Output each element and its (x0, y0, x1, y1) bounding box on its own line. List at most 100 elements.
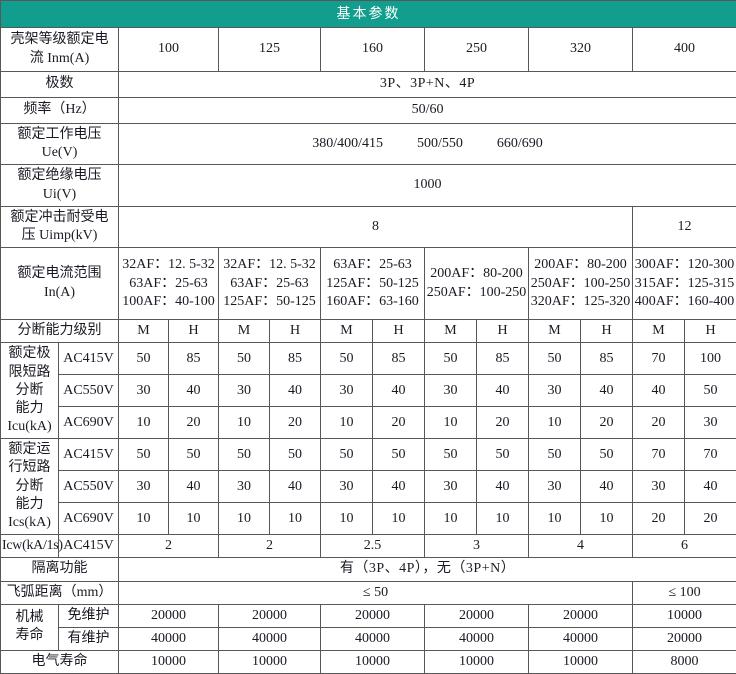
ics-ac550v-5: 30 (321, 471, 373, 503)
row-icu-ac415v: 额定极 限短路 分断 能力 Icu(kA) AC415V 50 85 50 85… (1, 343, 736, 375)
ics-ac550v-10: 40 (581, 471, 633, 503)
label-ics: 额定运 行短路 分断 能力 Ics(kA) (1, 439, 59, 535)
current-range-cell-4: 200AF：80-200 250AF：100-250 (425, 248, 529, 320)
icu-ac415v-10: 85 (581, 343, 633, 375)
ics-ac415v-2: 50 (169, 439, 219, 471)
breaking-class-12: H (685, 320, 736, 343)
breaking-class-9: M (529, 320, 581, 343)
breaking-class-3: M (219, 320, 270, 343)
mech-life-maint-5: 40000 (529, 627, 633, 650)
breaking-class-2: H (169, 320, 219, 343)
frequency-value: 50/60 (119, 98, 736, 124)
icu-ac550v-9: 30 (529, 375, 581, 407)
ics-ac415v-8: 50 (477, 439, 529, 471)
icu-ac550v-3: 30 (219, 375, 270, 407)
mech-life-maint-2: 40000 (219, 627, 321, 650)
elec-life-3: 10000 (321, 651, 425, 674)
row-isolation: 隔离功能 有（3P、4P），无（3P+N） (1, 558, 736, 581)
row-electrical-life: 电气寿命 10000 10000 10000 10000 10000 8000 (1, 651, 736, 674)
icu-ac550v-4: 40 (270, 375, 321, 407)
icu-ac550v-6: 40 (373, 375, 425, 407)
label-icu-ac415v: AC415V (59, 343, 119, 375)
breaking-class-10: H (581, 320, 633, 343)
current-range-cell-6-line3: 400AF：160-400 (634, 293, 735, 311)
icu-ac550v-1: 30 (119, 375, 169, 407)
label-ui-line1: 额定绝缘电压 (2, 167, 117, 185)
ics-ac690v-4: 10 (270, 503, 321, 535)
ics-ac690v-8: 10 (477, 503, 529, 535)
icu-ac690v-9: 10 (529, 407, 581, 439)
icu-ac415v-4: 85 (270, 343, 321, 375)
arc-distance-value-last: ≤ 100 (633, 581, 736, 604)
label-ui-line2: Ui(V) (2, 186, 117, 204)
ics-ac690v-2: 10 (169, 503, 219, 535)
current-range-cell-1-line2: 63AF：25-63 (120, 275, 217, 293)
label-icu-line2: 限短路 (2, 364, 57, 382)
icu-ac690v-10: 20 (581, 407, 633, 439)
breaking-class-1: M (119, 320, 169, 343)
label-icu-ac690v: AC690V (59, 407, 119, 439)
label-poles: 极数 (1, 72, 119, 98)
breaking-class-7: M (425, 320, 477, 343)
row-frequency: 频率（Hz） 50/60 (1, 98, 736, 124)
label-mech-life-line2: 寿命 (2, 627, 57, 645)
row-breaking-class: 分断能力级别 M H M H M H M H M H M H (1, 320, 736, 343)
breaking-class-4: H (270, 320, 321, 343)
label-icu-ac550v: AC550V (59, 375, 119, 407)
label-electrical-life: 电气寿命 (1, 651, 119, 674)
ics-ac690v-12: 20 (685, 503, 736, 535)
label-rated-operating-voltage: 额定工作电压 Ue(V) (1, 124, 119, 165)
label-frame-rating-line1: 壳架等级额定电 (2, 31, 117, 49)
ics-ac690v-1: 10 (119, 503, 169, 535)
label-breaking-class: 分断能力级别 (1, 320, 119, 343)
icu-ac690v-11: 20 (633, 407, 685, 439)
icu-ac550v-5: 30 (321, 375, 373, 407)
mech-life-maint-6: 20000 (633, 627, 736, 650)
icu-ac415v-3: 50 (219, 343, 270, 375)
icw-value-1: 2 (119, 535, 219, 558)
label-with-maintenance: 有维护 (59, 627, 119, 650)
row-rated-insulation-voltage: 额定绝缘电压 Ui(V) 1000 (1, 165, 736, 206)
frame-rating-value-6: 400 (633, 28, 736, 72)
ics-ac550v-7: 30 (425, 471, 477, 503)
label-current-range: 额定电流范围 In(A) (1, 248, 119, 320)
mech-life-free-1: 20000 (119, 604, 219, 627)
label-rated-insulation-voltage: 额定绝缘电压 Ui(V) (1, 165, 119, 206)
frame-rating-value-1: 100 (119, 28, 219, 72)
row-poles: 极数 3P、3P+N、4P (1, 72, 736, 98)
icu-ac415v-5: 50 (321, 343, 373, 375)
icw-value-6: 6 (633, 535, 736, 558)
isolation-value: 有（3P、4P），无（3P+N） (119, 558, 736, 581)
label-ics-ac415v: AC415V (59, 439, 119, 471)
ics-ac415v-11: 70 (633, 439, 685, 471)
label-frame-rating-line2: 流 Inm(A) (2, 50, 117, 68)
elec-life-1: 10000 (119, 651, 219, 674)
row-mech-life-with-maintenance: 有维护 40000 40000 40000 40000 40000 20000 (1, 627, 736, 650)
ics-ac550v-12: 40 (685, 471, 736, 503)
current-range-cell-3-line2: 125AF：50-125 (322, 275, 423, 293)
row-current-range: 额定电流范围 In(A) 32AF：12. 5-32 63AF：25-63 10… (1, 248, 736, 320)
ics-ac550v-2: 40 (169, 471, 219, 503)
icu-ac415v-9: 50 (529, 343, 581, 375)
current-range-cell-6: 300AF：120-300 315AF：125-315 400AF：160-40… (633, 248, 736, 320)
icu-ac690v-5: 10 (321, 407, 373, 439)
label-ics-line2: 行短路 (2, 459, 57, 477)
uimp-value-last: 12 (633, 206, 736, 247)
ics-ac690v-7: 10 (425, 503, 477, 535)
icu-ac415v-7: 50 (425, 343, 477, 375)
row-arc-distance: 飞弧距离（mm） ≤ 50 ≤ 100 (1, 581, 736, 604)
current-range-cell-3-line3: 160AF：63-160 (322, 293, 423, 311)
ics-ac690v-11: 20 (633, 503, 685, 535)
label-ics-line1: 额定运 (2, 441, 57, 459)
frame-rating-value-4: 250 (425, 28, 529, 72)
icu-ac690v-3: 10 (219, 407, 270, 439)
breaking-class-6: H (373, 320, 425, 343)
frame-rating-value-3: 160 (321, 28, 425, 72)
icu-ac415v-6: 85 (373, 343, 425, 375)
icu-ac690v-12: 30 (685, 407, 736, 439)
current-range-cell-5-line1: 200AF：80-200 (530, 256, 631, 274)
icw-value-3: 2.5 (321, 535, 425, 558)
current-range-cell-4-line2: 250AF：100-250 (426, 284, 527, 302)
